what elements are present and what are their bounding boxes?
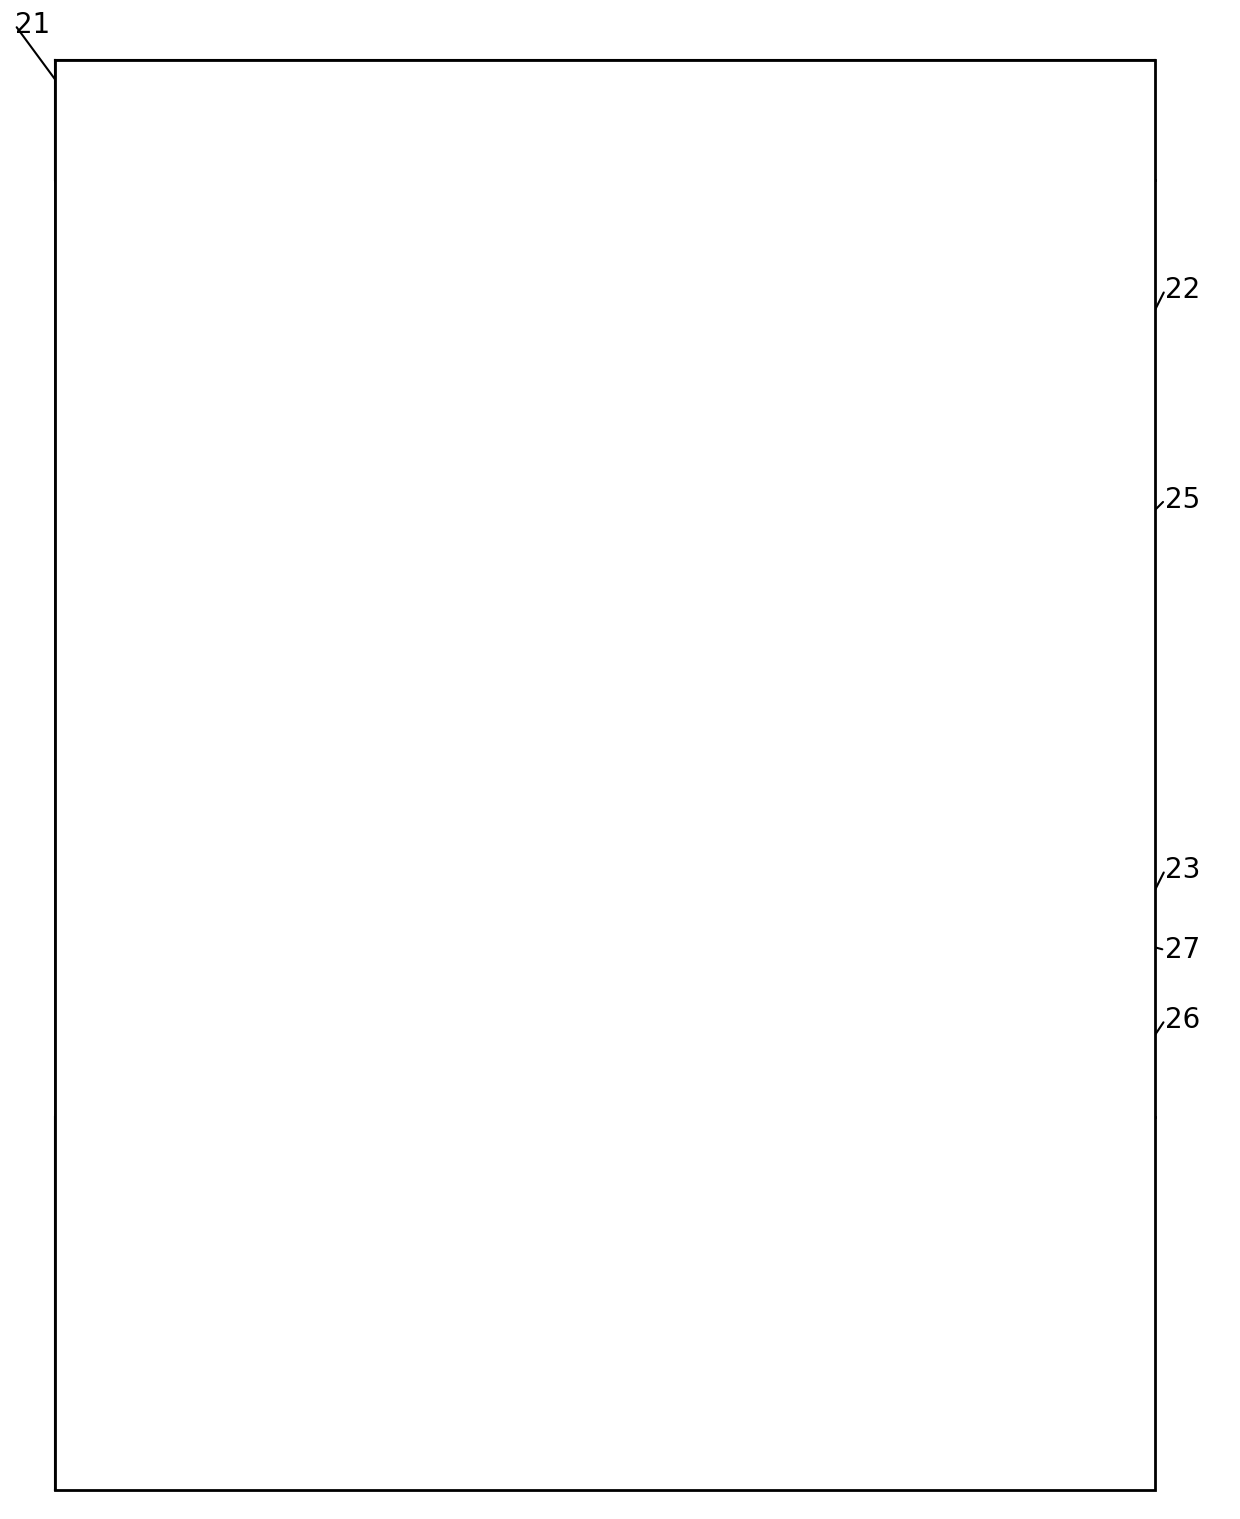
FancyBboxPatch shape: [673, 1215, 811, 1302]
FancyBboxPatch shape: [531, 1215, 668, 1302]
Text: 暂停: 暂停: [289, 1247, 316, 1271]
Text: 22: 22: [1166, 276, 1200, 304]
Text: 26: 26: [1166, 1006, 1200, 1034]
Text: 23: 23: [1166, 857, 1200, 884]
FancyBboxPatch shape: [79, 1215, 217, 1302]
Text: 上页: 上页: [728, 1247, 756, 1271]
Text: 27: 27: [1166, 936, 1200, 965]
FancyBboxPatch shape: [817, 1215, 955, 1302]
Text: 报告: 报告: [115, 1401, 153, 1429]
Text: 播放: 播放: [134, 1247, 162, 1271]
Text: 25: 25: [1166, 486, 1200, 513]
Bar: [621, 881, 908, 1110]
FancyBboxPatch shape: [234, 1215, 371, 1302]
Text: 21: 21: [15, 11, 51, 39]
Text: 首页: 首页: [585, 1247, 614, 1271]
Text: 下页: 下页: [872, 1247, 900, 1271]
